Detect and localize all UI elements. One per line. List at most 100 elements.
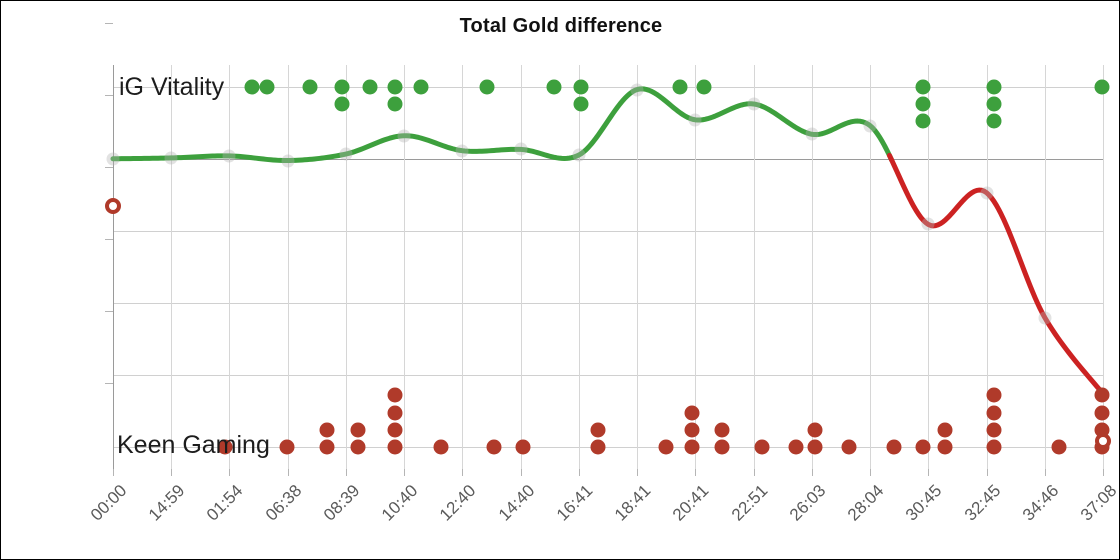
kill-event-dot-ig-vitality	[986, 79, 1002, 95]
y-tick-mark	[105, 166, 113, 168]
gridline-y-0	[113, 158, 1103, 160]
gridline-y--15000	[113, 375, 1103, 377]
x-tick-label: 32:45	[960, 481, 1004, 525]
x-tick-label: 22:51	[727, 481, 772, 525]
x-tick-label: 01:54	[203, 481, 247, 525]
series-point-marker	[164, 151, 178, 165]
kill-event-dot-ig-vitality	[302, 79, 318, 95]
gridline-x-01-54	[229, 65, 231, 469]
gridline-x-22-51	[753, 65, 755, 469]
series-point-marker	[455, 144, 469, 158]
kill-event-dot-keen-gaming	[387, 405, 403, 421]
kill-event-dot-ig-vitality	[915, 96, 931, 112]
kill-event-dot-keen-gaming	[886, 439, 902, 455]
plot-area	[105, 65, 1111, 469]
series-point-marker	[1038, 311, 1052, 324]
kill-event-dot-keen-gaming	[937, 439, 953, 455]
x-tick-label: 34:46	[1018, 481, 1063, 525]
kill-event-dot-keen-gaming	[986, 405, 1002, 421]
x-tick-mark	[811, 469, 813, 476]
kill-event-dot-ig-vitality	[672, 79, 688, 95]
gridline-x-37-08	[1103, 65, 1104, 469]
kill-event-dot-ig-vitality	[387, 96, 403, 112]
x-tick-mark	[637, 469, 639, 476]
gridline-x-14-59	[171, 65, 173, 469]
x-tick-mark	[695, 469, 697, 476]
series-point-marker	[339, 147, 353, 161]
kill-event-dot-keen-gaming	[714, 422, 730, 438]
gridline-y-5000	[113, 86, 1103, 88]
kill-event-dot-ig-vitality	[387, 79, 403, 95]
x-tick-label: 12:40	[436, 481, 480, 525]
kill-event-dot-ig-vitality	[1094, 79, 1110, 95]
x-tick-label: 30:45	[902, 481, 946, 525]
x-tick-label: 14:40	[494, 481, 539, 525]
kill-event-dot-keen-gaming	[433, 439, 449, 455]
series-point-marker	[397, 129, 411, 143]
y-axis-line	[113, 65, 114, 469]
x-tick-mark	[870, 469, 872, 476]
series-point-marker	[106, 152, 120, 166]
x-tick-mark	[345, 469, 347, 476]
kill-event-dot-keen-gaming	[350, 422, 366, 438]
x-tick-mark	[1103, 469, 1104, 476]
gold-difference-line	[110, 86, 1106, 397]
kill-event-dot-keen-gaming	[590, 439, 606, 455]
gridline-y--20000	[113, 447, 1103, 449]
kill-event-dot-ig-vitality	[362, 79, 378, 95]
kill-event-dot-keen-gaming	[319, 422, 335, 438]
x-tick-label: 28:04	[843, 481, 888, 525]
kill-event-dot-keen-gaming	[515, 439, 531, 455]
x-tick-mark	[520, 469, 522, 476]
kill-event-dot-keen-gaming	[1094, 387, 1110, 403]
gridline-y--5000	[113, 230, 1103, 232]
kill-event-dot-keen-gaming	[807, 439, 823, 455]
kill-event-dot-keen-gaming	[807, 422, 823, 438]
kill-event-dot-ig-vitality	[915, 113, 931, 129]
kill-event-dot-ig-vitality	[413, 79, 429, 95]
kill-event-dot-keen-gaming	[217, 439, 233, 455]
x-tick-label: 08:39	[319, 481, 364, 525]
x-tick-mark	[229, 469, 231, 476]
kill-event-dot-keen-gaming	[1094, 405, 1110, 421]
series-point-marker	[863, 119, 877, 133]
kill-event-dot-keen-gaming	[387, 439, 403, 455]
series-point-marker	[688, 113, 702, 127]
kill-event-dot-ig-vitality	[696, 79, 712, 95]
kill-event-dot-ig-vitality	[915, 79, 931, 95]
kill-event-dot-ig-vitality	[334, 96, 350, 112]
kill-event-dot-ig-vitality	[244, 79, 260, 95]
series-point-marker	[805, 127, 819, 141]
gridline-x-30-45	[928, 65, 930, 469]
kill-event-dot-ig-vitality	[546, 79, 562, 95]
kill-event-dot-keen-gaming	[1051, 439, 1067, 455]
gridline-x-16-41	[578, 65, 580, 469]
team-label-bottom: Keen Gaming	[117, 431, 270, 459]
gridline-x-18-41	[637, 65, 639, 469]
kill-event-dot-keen-gaming	[658, 439, 674, 455]
x-tick-label: 06:38	[261, 481, 306, 525]
series-point-marker	[921, 217, 935, 231]
kill-event-dot-ig-vitality	[334, 79, 350, 95]
x-tick-mark	[113, 469, 114, 476]
x-tick-mark	[928, 469, 930, 476]
team-label-top: iG Vitality	[119, 73, 225, 101]
gridline-x-34-46	[1044, 65, 1046, 469]
kill-event-dot-ig-vitality	[986, 96, 1002, 112]
kill-event-dot-keen-gaming	[986, 422, 1002, 438]
chart-title: Total Gold difference	[459, 15, 663, 37]
kill-event-dot-keen-gaming	[387, 422, 403, 438]
gridline-y--10000	[113, 303, 1103, 305]
x-tick-label: 20:41	[669, 481, 713, 525]
gridline-x-32-45	[986, 65, 988, 469]
kill-event-dot-ig-vitality	[573, 79, 589, 95]
gridline-x-06-38	[287, 65, 289, 469]
series-end-marker	[1095, 433, 1111, 449]
series-point-marker	[747, 97, 761, 111]
series-point-marker	[281, 154, 295, 168]
line-segment-negative	[886, 152, 1106, 397]
x-tick-label: 26:03	[785, 481, 830, 525]
x-tick-mark	[171, 469, 173, 476]
kill-event-dot-keen-gaming	[590, 422, 606, 438]
